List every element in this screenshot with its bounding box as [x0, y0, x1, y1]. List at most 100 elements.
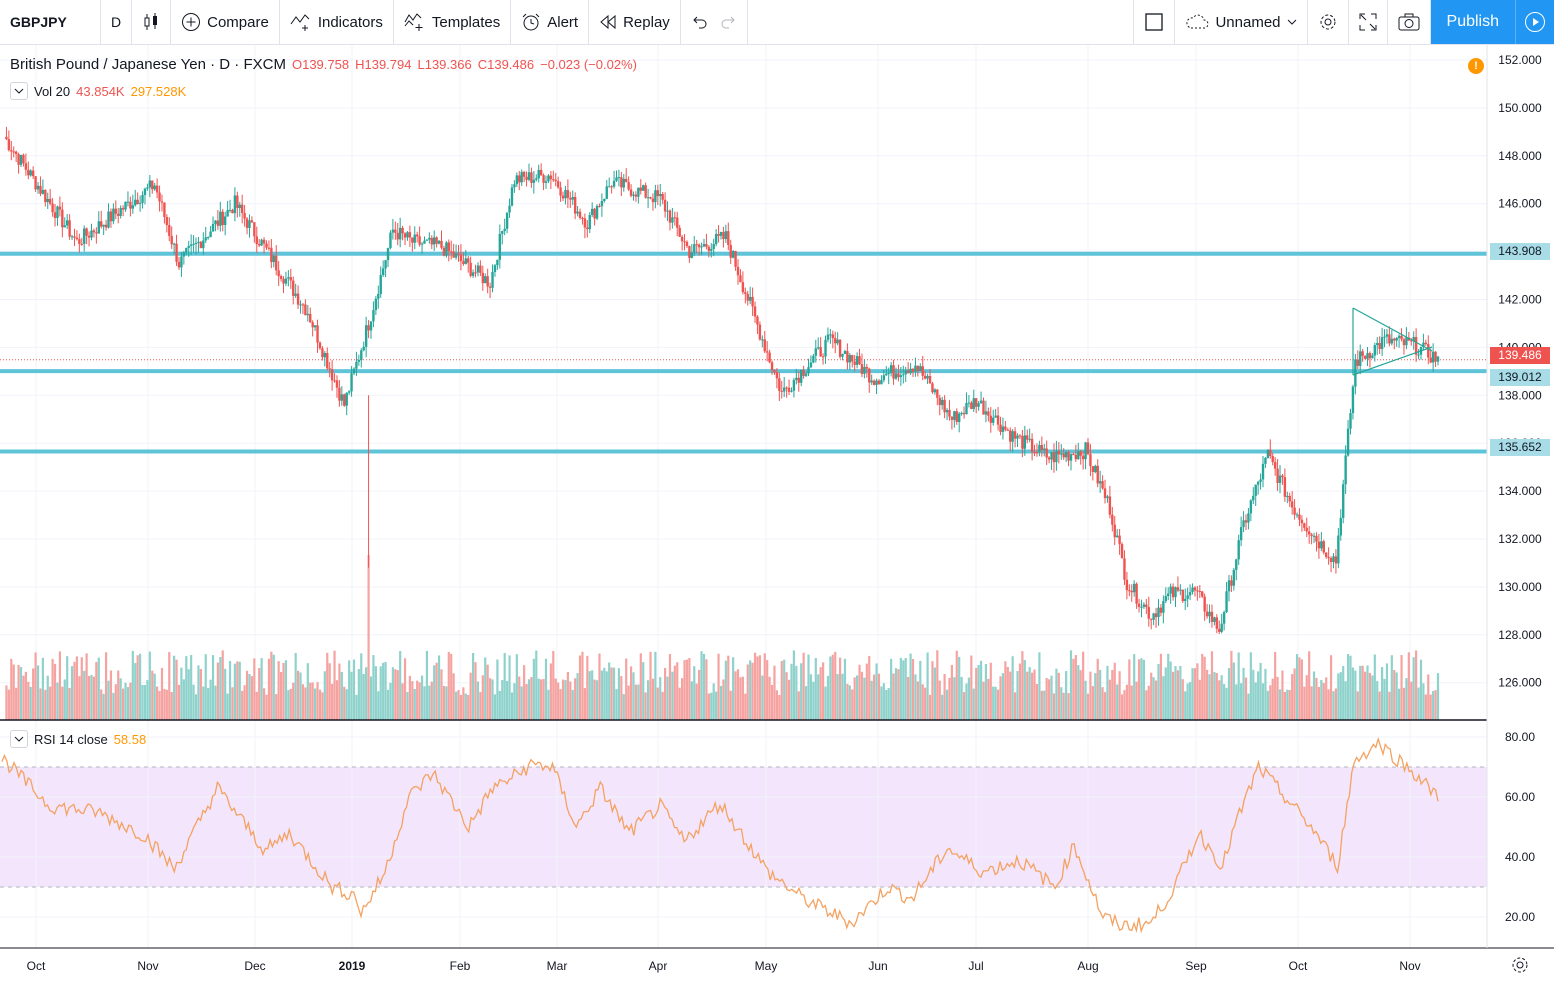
- volume-bar: [882, 683, 885, 720]
- snapshot-button[interactable]: [1388, 0, 1431, 44]
- candle-body: [420, 243, 424, 245]
- volume-bar: [399, 651, 402, 720]
- candle-body: [795, 377, 798, 380]
- candle-body: [537, 169, 540, 179]
- candle-body: [731, 251, 735, 258]
- candle-body: [1414, 336, 1418, 355]
- candle-body: [510, 187, 514, 206]
- candle-body: [124, 201, 127, 210]
- volume-bar: [688, 657, 691, 720]
- volume-bar: [352, 659, 356, 720]
- layout-toggle-button[interactable]: [1133, 0, 1176, 44]
- candle-body: [292, 280, 295, 296]
- rsi-collapse-button[interactable]: [10, 730, 28, 748]
- candle-body: [549, 175, 553, 180]
- interval-button[interactable]: D: [101, 0, 133, 44]
- candle-body: [1310, 534, 1313, 537]
- candle-body: [202, 240, 205, 249]
- candle-body: [846, 351, 849, 363]
- volume-bar: [919, 660, 922, 720]
- volume-bar: [646, 680, 650, 720]
- candle-body: [632, 194, 635, 196]
- volume-bar: [1436, 673, 1440, 720]
- candle-body: [1205, 611, 1209, 617]
- candle-body: [151, 180, 154, 190]
- volume-bar: [838, 657, 842, 720]
- candle-body: [965, 403, 968, 415]
- candle-body: [58, 206, 62, 210]
- candle-body: [87, 235, 91, 238]
- layout-name-button[interactable]: Unnamed: [1175, 0, 1308, 44]
- candle-body: [583, 218, 587, 228]
- candle-body: [746, 293, 749, 301]
- volume-bar: [331, 683, 334, 720]
- candle-body: [763, 339, 766, 352]
- volume-bar: [756, 656, 759, 720]
- compare-button[interactable]: Compare: [171, 0, 280, 44]
- gear-icon[interactable]: [1510, 955, 1530, 980]
- indicators-button[interactable]: Indicators: [280, 0, 394, 44]
- candle-body: [1342, 484, 1345, 518]
- publish-button[interactable]: Publish: [1430, 0, 1515, 44]
- candle-body: [955, 411, 958, 423]
- candle-body: [782, 387, 786, 392]
- candle-body: [1009, 430, 1012, 442]
- candle-body: [894, 373, 898, 379]
- volume-bar: [1150, 672, 1153, 720]
- templates-button[interactable]: Templates: [394, 0, 512, 44]
- volume-bar: [595, 680, 599, 720]
- volume-bar: [61, 686, 64, 720]
- candle-body: [1349, 413, 1352, 429]
- volume-bar: [78, 676, 81, 720]
- volume-collapse-button[interactable]: [10, 82, 28, 100]
- alert-button[interactable]: Alert: [511, 0, 590, 44]
- settings-button[interactable]: [1308, 0, 1349, 44]
- fullscreen-button[interactable]: [1349, 0, 1388, 44]
- volume-bar: [282, 662, 285, 720]
- rsi-axis[interactable]: 80.00 60.00 40.00 20.00: [1505, 730, 1535, 924]
- volume-bar: [992, 686, 995, 720]
- candle-body: [330, 369, 334, 381]
- volume-bar: [987, 678, 990, 720]
- volume-bar: [153, 673, 156, 720]
- volume-bar: [63, 679, 66, 720]
- triangle-pattern-drawing[interactable]: [1352, 307, 1433, 376]
- candle-body: [1252, 495, 1255, 501]
- warning-icon[interactable]: !: [1468, 58, 1484, 74]
- volume-bar: [979, 660, 983, 720]
- candle-body: [352, 368, 356, 374]
- candle-body: [695, 244, 698, 246]
- candle-body: [262, 239, 266, 244]
- volume-bar: [877, 673, 881, 720]
- volume-bar: [1329, 655, 1333, 720]
- volume-bar: [168, 652, 171, 720]
- candle-body: [1062, 453, 1065, 458]
- candle-body: [406, 232, 409, 238]
- volume-bar: [462, 687, 465, 720]
- candle-body: [31, 170, 35, 177]
- publish-video-button[interactable]: [1515, 0, 1554, 44]
- volume-bar: [1346, 654, 1350, 720]
- volume-bar: [489, 678, 492, 720]
- chart-area[interactable]: 152.000150.000148.000146.000144.000142.0…: [0, 45, 1554, 984]
- candle-body: [882, 375, 886, 381]
- time-axis[interactable]: Oct Nov Dec 2019 Feb Mar Apr May Jun Jul Aug Sep Oct…: [27, 959, 1421, 973]
- chart-type-button[interactable]: [132, 0, 172, 44]
- candle-body: [1184, 598, 1187, 602]
- candle-body: [1154, 613, 1158, 618]
- volume-bar: [1402, 687, 1406, 720]
- undo-icon[interactable]: [691, 15, 707, 29]
- time-tick-label: Sep: [1185, 959, 1207, 973]
- candle-body: [688, 246, 691, 258]
- candle-body: [27, 169, 30, 176]
- replay-button[interactable]: Replay: [589, 0, 681, 44]
- horizontal-lines[interactable]: [0, 251, 1487, 454]
- volume-bar: [333, 650, 336, 720]
- candle-body: [542, 175, 545, 183]
- volume-bar: [107, 680, 110, 720]
- fullscreen-icon: [1359, 13, 1377, 31]
- redo-icon[interactable]: [721, 15, 737, 29]
- candle-body: [248, 220, 251, 228]
- symbol-search-button[interactable]: GBPJPY: [0, 0, 101, 44]
- candle-body: [112, 208, 115, 222]
